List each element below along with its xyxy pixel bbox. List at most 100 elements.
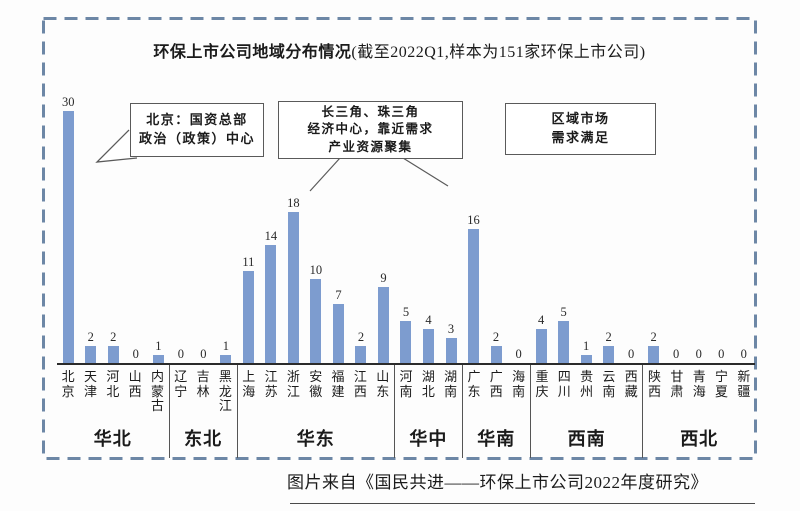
bar-column-重庆: 4 <box>530 313 553 363</box>
chart-title: 环保上市公司地域分布情况(截至2022Q1,样本为151家环保上市公司) <box>42 38 757 62</box>
bar <box>220 354 232 363</box>
bar-column-辽宁: 0 <box>170 347 193 363</box>
province-label: 山 西 <box>128 369 142 399</box>
caption-divider <box>290 503 755 504</box>
bar-value-label: 30 <box>62 95 75 109</box>
bar <box>265 245 277 363</box>
province-label: 青 海 <box>692 369 706 399</box>
bar-column-天津: 2 <box>80 330 103 363</box>
bar-value-label: 2 <box>110 330 117 345</box>
bar-value-label: 0 <box>200 347 207 361</box>
chart-title-sub: (截至2022Q1,样本为151家环保上市公司) <box>351 44 646 61</box>
region-name-label: 西南 <box>567 429 606 449</box>
annotation-regional: 区域市场 需求满足 <box>505 103 656 155</box>
bar-column-新疆: 0 <box>732 347 755 363</box>
bar-column-黑龙江: 1 <box>215 339 238 363</box>
bar-column-广西: 2 <box>485 330 508 363</box>
province-label: 浙 江 <box>286 369 300 399</box>
bar-column-云南: 2 <box>597 330 620 363</box>
bar-value-label: 0 <box>740 347 747 361</box>
province-label: 安 徽 <box>309 369 323 399</box>
bar-column-贵州: 1 <box>575 339 598 363</box>
chart-frame: 环保上市公司地域分布情况(截至2022Q1,样本为151家环保上市公司) 北京：… <box>42 17 757 460</box>
bar-column-河北: 2 <box>102 330 125 363</box>
bar-column-福建: 7 <box>327 288 350 363</box>
province-label: 陕 西 <box>648 369 662 399</box>
bar <box>648 346 660 363</box>
region-group-东北: 辽 宁吉 林黑 龙 江东北 <box>170 365 238 458</box>
bar-column-山西: 0 <box>125 347 148 363</box>
bar <box>242 270 254 363</box>
bar <box>490 346 502 363</box>
bar-value-label: 1 <box>222 338 229 353</box>
bar <box>152 354 164 363</box>
bar <box>310 279 322 363</box>
province-label: 内 蒙 古 <box>150 369 164 414</box>
bar-value-label: 2 <box>492 330 500 345</box>
province-label-row: 河 南湖 北湖 南 <box>395 369 462 422</box>
bar-value-label: 0 <box>132 347 139 361</box>
province-label: 北 京 <box>61 369 75 399</box>
annotation-delta-line3: 产业资源聚集 <box>328 139 413 154</box>
bar-value-label: 1 <box>582 338 590 353</box>
region-group-华南: 广 东广 西海 南华南 <box>463 365 531 458</box>
bar-value-label: 11 <box>242 254 255 269</box>
bar-column-海南: 0 <box>507 347 530 363</box>
province-label: 海 南 <box>512 369 526 399</box>
annotation-delta-line2: 经济中心，靠近需求 <box>307 122 434 137</box>
bar-value-label: 2 <box>650 330 657 345</box>
province-label-row: 陕 西甘 肃青 海宁 夏新 疆 <box>643 369 755 422</box>
province-label: 江 西 <box>353 369 367 399</box>
province-label: 宁 夏 <box>715 369 729 399</box>
province-label: 云 南 <box>602 369 616 399</box>
bar <box>468 228 480 363</box>
province-label-row: 北 京天 津河 北山 西内 蒙 古 <box>57 369 169 422</box>
bar-column-吉林: 0 <box>192 347 215 363</box>
bar-column-陕西: 2 <box>642 330 665 363</box>
bar-column-北京: 30 <box>57 95 80 363</box>
bar-column-山东: 9 <box>372 271 395 363</box>
province-label: 江 苏 <box>264 369 278 399</box>
bar-value-label: 5 <box>402 305 410 319</box>
bar-value-label: 14 <box>264 229 278 244</box>
region-group-华东: 上 海江 苏浙 江安 徽福 建江 西山 东华东 <box>238 365 395 458</box>
bar <box>62 111 74 363</box>
region-group-华北: 北 京天 津河 北山 西内 蒙 古华北 <box>57 365 170 458</box>
bar-column-安徽: 10 <box>305 263 328 363</box>
bar-column-甘肃: 0 <box>665 347 688 363</box>
province-label: 湖 北 <box>421 369 435 399</box>
bar <box>377 287 389 363</box>
bar <box>355 346 367 363</box>
bar-column-四川: 5 <box>552 305 575 363</box>
province-label-row: 上 海江 苏浙 江安 徽福 建江 西山 东 <box>238 369 394 422</box>
bar-column-广东: 16 <box>462 213 485 363</box>
bar-value-label: 0 <box>515 347 522 361</box>
bar-column-上海: 11 <box>237 255 260 363</box>
bar-value-label: 2 <box>87 330 94 345</box>
annotation-delta-line1: 长三角、珠三角 <box>321 104 420 119</box>
bar <box>85 346 97 363</box>
annotation-regional-line2: 需求满足 <box>551 130 610 145</box>
region-name-label: 西北 <box>680 429 719 449</box>
province-label: 甘 肃 <box>670 369 684 399</box>
annotation-delta: 长三角、珠三角 经济中心，靠近需求 产业资源聚集 <box>278 101 463 159</box>
bar-column-内蒙古: 1 <box>147 339 170 363</box>
province-label: 天 津 <box>83 369 97 399</box>
bar-value-label: 0 <box>177 347 184 361</box>
annotation-regional-line1: 区域市场 <box>551 111 610 127</box>
province-label: 辽 宁 <box>174 369 188 399</box>
province-label-row: 重 庆四 川贵 州云 南西 藏 <box>531 369 643 422</box>
province-label: 河 北 <box>106 369 120 399</box>
axis-labels: 北 京天 津河 北山 西内 蒙 古华北辽 宁吉 林黑 龙 江东北上 海江 苏浙 … <box>57 365 755 458</box>
province-label: 吉 林 <box>196 369 210 399</box>
source-caption: 图片来自《国民共进——环保上市公司2022年度研究》 <box>287 473 708 492</box>
province-label: 山 东 <box>376 369 390 399</box>
region-group-西北: 陕 西甘 肃青 海宁 夏新 疆西北 <box>643 365 755 458</box>
province-label: 贵 州 <box>580 369 594 399</box>
annotation-beijing: 北京：国资总部 政治（政策）中心 <box>130 103 264 157</box>
bar-value-label: 7 <box>335 288 342 303</box>
province-label: 广 东 <box>467 369 481 399</box>
province-label: 重 庆 <box>535 369 549 399</box>
bar-value-label: 9 <box>380 271 387 286</box>
